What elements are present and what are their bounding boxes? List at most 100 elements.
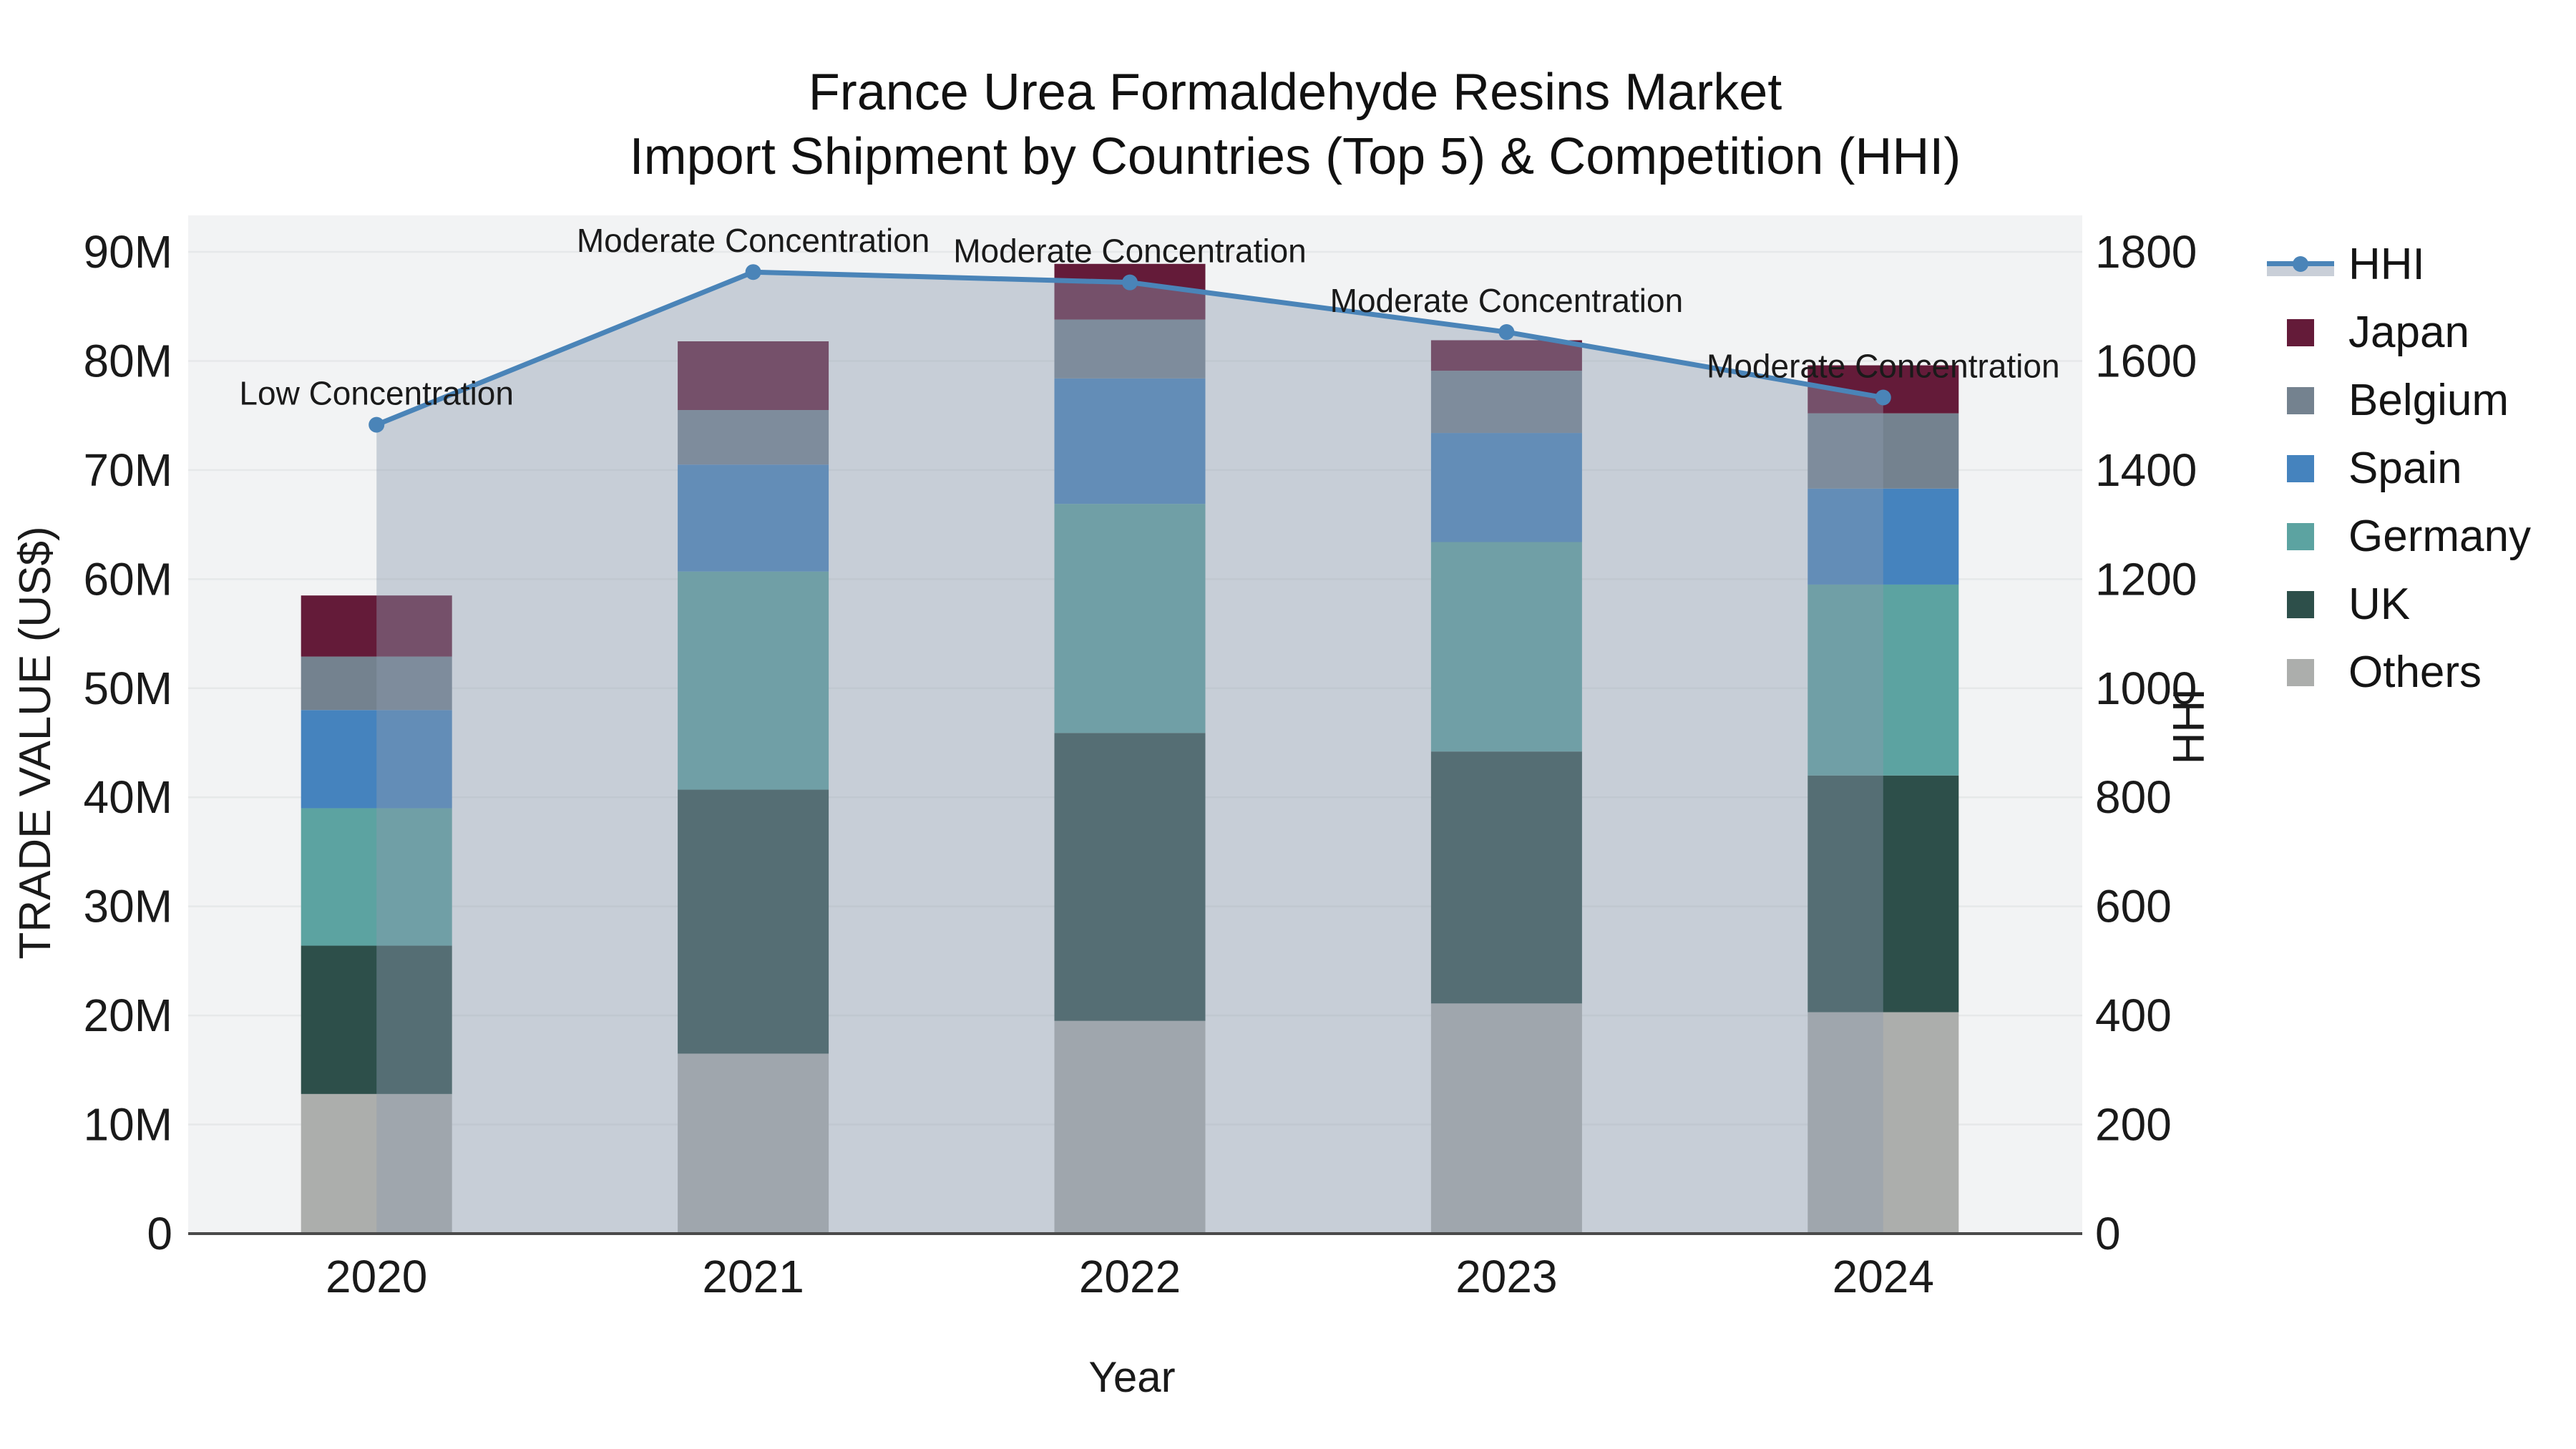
color-swatch	[2287, 386, 2314, 414]
bar-segment-germany-2022	[1054, 504, 1206, 733]
legend: HHI Japan Belgium Spain Germany UK Others	[2267, 230, 2531, 706]
bar-segment-spain-2024	[1807, 488, 1959, 585]
y-left-tick-label: 60M	[84, 553, 173, 605]
color-swatch	[2287, 590, 2314, 618]
legend-item-germany[interactable]: Germany	[2267, 502, 2531, 570]
legend-label: Belgium	[2348, 376, 2509, 425]
bar-segment-japan-2022	[1054, 263, 1206, 320]
y-right-tick-label: 600	[2095, 881, 2172, 932]
hhi-area-fill	[376, 272, 1883, 1234]
bar-segment-belgium-2021	[678, 410, 829, 465]
legend-label: Others	[2348, 648, 2482, 697]
bar-segment-others-2021	[678, 1053, 829, 1234]
bar-segment-others-2023	[1430, 1003, 1582, 1234]
color-swatch	[2287, 318, 2314, 346]
legend-label: HHI	[2348, 240, 2425, 289]
hhi-marker-2024	[1875, 389, 1891, 406]
legend-item-japan[interactable]: Japan	[2267, 298, 2531, 366]
x-tick-label: 2021	[702, 1251, 804, 1302]
hhi-marker-2021	[745, 264, 761, 280]
annotation-2021: Moderate Concentration	[577, 222, 930, 259]
annotation-2022: Moderate Concentration	[953, 233, 1307, 270]
uk-swatch-icon	[2267, 589, 2334, 620]
chart-title-line1: France Urea Formaldehyde Resins Market	[808, 64, 1782, 121]
bar-segment-uk-2024	[1807, 775, 1959, 1013]
x-tick-label: 2022	[1079, 1251, 1181, 1302]
japan-swatch-icon	[2267, 317, 2334, 348]
y-right-tick-label: 0	[2095, 1208, 2121, 1259]
bar-segment-others-2020	[301, 1093, 452, 1234]
x-tick-label: 2020	[326, 1251, 427, 1302]
bar-segment-belgium-2022	[1054, 319, 1206, 379]
legend-item-spain[interactable]: Spain	[2267, 434, 2531, 502]
bar-segment-others-2024	[1807, 1012, 1959, 1234]
bar-segment-germany-2023	[1430, 542, 1582, 752]
bar-segment-uk-2023	[1430, 751, 1582, 1004]
chart-title-line2: Import Shipment by Countries (Top 5) & C…	[629, 128, 1961, 185]
hhi-marker-swatch	[2293, 255, 2308, 272]
bar-segment-uk-2022	[1054, 733, 1206, 1021]
bar-segment-spain-2022	[1054, 378, 1206, 504]
x-axis-title: Year	[1088, 1353, 1175, 1401]
y-right-tick-label: 1800	[2095, 226, 2197, 278]
y-left-tick-label: 40M	[84, 771, 173, 823]
y-right-tick-label: 1400	[2095, 444, 2197, 496]
y-left-tick-label: 80M	[84, 335, 173, 386]
legend-item-uk[interactable]: UK	[2267, 570, 2531, 638]
y-left-tick-label: 50M	[84, 663, 173, 714]
chart-title: France Urea Formaldehyde Resins Market I…	[0, 60, 2576, 189]
others-swatch-icon	[2267, 657, 2334, 688]
hhi-marker-2020	[369, 416, 385, 433]
bar-segment-belgium-2024	[1807, 413, 1959, 489]
legend-item-others[interactable]: Others	[2267, 638, 2531, 706]
legend-label: Spain	[2348, 444, 2462, 493]
bar-segment-germany-2020	[301, 808, 452, 946]
color-swatch	[2287, 658, 2314, 686]
bar-segment-germany-2024	[1807, 584, 1959, 776]
bar-segment-germany-2021	[678, 571, 829, 790]
bar-segment-belgium-2020	[301, 656, 452, 711]
hhi-marker-2022	[1122, 274, 1138, 291]
annotation-2020: Low Concentration	[239, 375, 514, 412]
color-swatch	[2287, 454, 2314, 482]
spain-swatch-icon	[2267, 453, 2334, 484]
y-left-tick-label: 0	[147, 1208, 172, 1259]
color-swatch	[2287, 522, 2314, 550]
annotation-2024: Moderate Concentration	[1707, 348, 2060, 385]
germany-swatch-icon	[2267, 521, 2334, 552]
bar-segment-japan-2023	[1430, 340, 1582, 371]
x-tick-label: 2024	[1833, 1251, 1934, 1302]
bar-segment-uk-2021	[678, 789, 829, 1054]
bar-segment-belgium-2023	[1430, 371, 1582, 434]
hhi-line-icon	[2267, 249, 2334, 280]
x-tick-label: 2023	[1455, 1251, 1557, 1302]
bar-segment-spain-2021	[678, 464, 829, 572]
legend-label: Japan	[2348, 308, 2469, 357]
legend-item-belgium[interactable]: Belgium	[2267, 366, 2531, 434]
y-right-tick-label: 400	[2095, 990, 2172, 1041]
y-left-tick-label: 90M	[84, 226, 173, 278]
bar-segment-others-2022	[1054, 1020, 1206, 1234]
bar-segment-japan-2020	[301, 595, 452, 657]
hhi-marker-2023	[1498, 324, 1515, 341]
y-right-axis-title: HHI	[2165, 688, 2214, 765]
belgium-swatch-icon	[2267, 385, 2334, 416]
y-left-tick-label: 30M	[84, 881, 173, 932]
y-left-tick-label: 70M	[84, 444, 173, 496]
legend-label: UK	[2348, 580, 2411, 629]
y-right-tick-label: 1200	[2095, 553, 2197, 605]
y-left-axis-title: TRADE VALUE (US$)	[11, 526, 60, 959]
y-right-tick-label: 200	[2095, 1099, 2172, 1151]
y-right-tick-label: 800	[2095, 771, 2172, 823]
legend-label: Germany	[2348, 512, 2531, 561]
y-left-tick-label: 20M	[84, 990, 173, 1041]
legend-item-hhi[interactable]: HHI	[2267, 230, 2531, 298]
y-right-tick-label: 1000	[2095, 663, 2197, 714]
y-left-tick-label: 10M	[84, 1099, 173, 1151]
y-right-tick-label: 1600	[2095, 335, 2197, 386]
bar-segment-uk-2020	[301, 945, 452, 1094]
bar-segment-spain-2020	[301, 710, 452, 809]
bar-segment-japan-2021	[678, 341, 829, 411]
